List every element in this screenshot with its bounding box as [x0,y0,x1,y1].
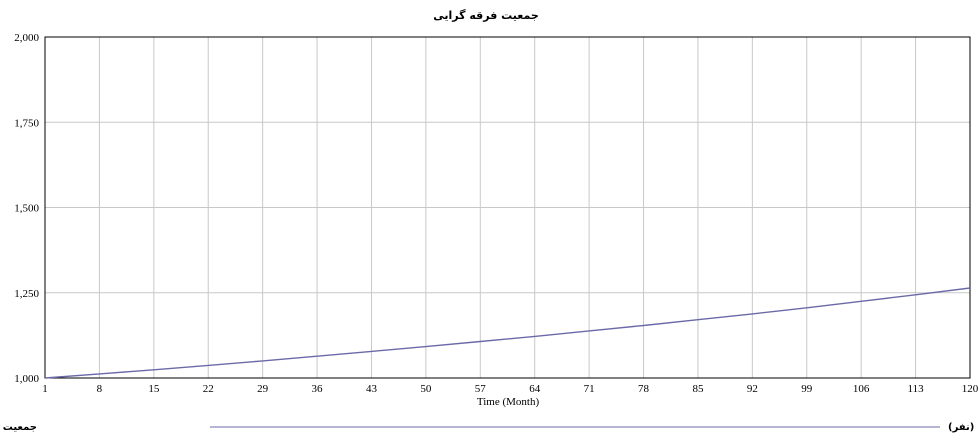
x-tick-label: 120 [962,383,979,395]
x-tick-label: 22 [203,383,214,395]
x-tick-label: 8 [97,383,103,395]
y-tick-label: 1,500 [14,203,39,215]
series-layer [44,287,971,379]
y-tick-label: 2,000 [14,32,39,44]
x-tick-label: 64 [529,383,541,395]
x-tick-label: 92 [747,383,758,395]
x-tick-label: 85 [692,383,704,395]
y-tick-label: 1,000 [14,373,39,385]
legend-series-name: جمعیت فرقه گرایان ( آزمون شرایط حدی ) [0,420,37,433]
legend-unit: (نفر) [948,422,974,433]
x-tick-label: 78 [638,383,650,395]
series-line [44,287,971,379]
x-tick-label: 1 [42,383,48,395]
y-tick-label: 1,250 [14,288,39,300]
x-tick-label: 29 [257,383,269,395]
x-tick-label: 43 [366,383,378,395]
x-tick-label: 71 [584,383,595,395]
x-tick-label: 36 [312,383,324,395]
y-tick-labels: 1,000 1,250 1,500 1,750 2,000 [14,32,39,385]
x-tick-label: 113 [908,383,925,395]
x-axis-label: Time (Month) [477,396,540,408]
x-tick-labels: 1 8 15 22 29 36 43 50 57 64 71 78 85 92 99 106 113 120 [42,383,979,395]
plot-frame [44,36,971,379]
x-tick-label: 50 [420,383,432,395]
x-tick-label: 106 [853,383,870,395]
x-tick-label: 15 [148,383,160,395]
chart-title: جمعیت فرقه گرایی [433,9,539,22]
y-tick-label: 1,750 [14,117,39,129]
grid-lines [45,37,970,378]
legend: جمعیت فرقه گرایان ( آزمون شرایط حدی ) (ن… [0,420,974,433]
x-tick-label: 99 [801,383,813,395]
x-tick-label: 57 [475,383,487,395]
